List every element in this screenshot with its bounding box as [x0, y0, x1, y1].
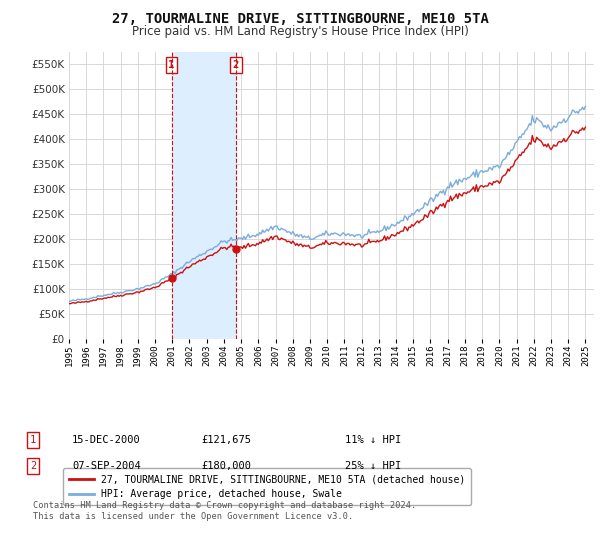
- Text: Contains HM Land Registry data © Crown copyright and database right 2024.
This d: Contains HM Land Registry data © Crown c…: [33, 501, 416, 521]
- Text: £121,675: £121,675: [201, 435, 251, 445]
- Text: 1: 1: [30, 435, 36, 445]
- Text: £180,000: £180,000: [201, 461, 251, 471]
- Text: 1: 1: [169, 60, 175, 70]
- Text: 15-DEC-2000: 15-DEC-2000: [72, 435, 141, 445]
- Legend: 27, TOURMALINE DRIVE, SITTINGBOURNE, ME10 5TA (detached house), HPI: Average pri: 27, TOURMALINE DRIVE, SITTINGBOURNE, ME1…: [64, 468, 472, 505]
- Text: 2: 2: [233, 60, 239, 70]
- Text: 11% ↓ HPI: 11% ↓ HPI: [345, 435, 401, 445]
- Bar: [172, 52, 236, 339]
- Text: 27, TOURMALINE DRIVE, SITTINGBOURNE, ME10 5TA: 27, TOURMALINE DRIVE, SITTINGBOURNE, ME1…: [112, 12, 488, 26]
- Text: 25% ↓ HPI: 25% ↓ HPI: [345, 461, 401, 471]
- Text: 07-SEP-2004: 07-SEP-2004: [72, 461, 141, 471]
- Text: Price paid vs. HM Land Registry's House Price Index (HPI): Price paid vs. HM Land Registry's House …: [131, 25, 469, 38]
- Text: 2: 2: [30, 461, 36, 471]
